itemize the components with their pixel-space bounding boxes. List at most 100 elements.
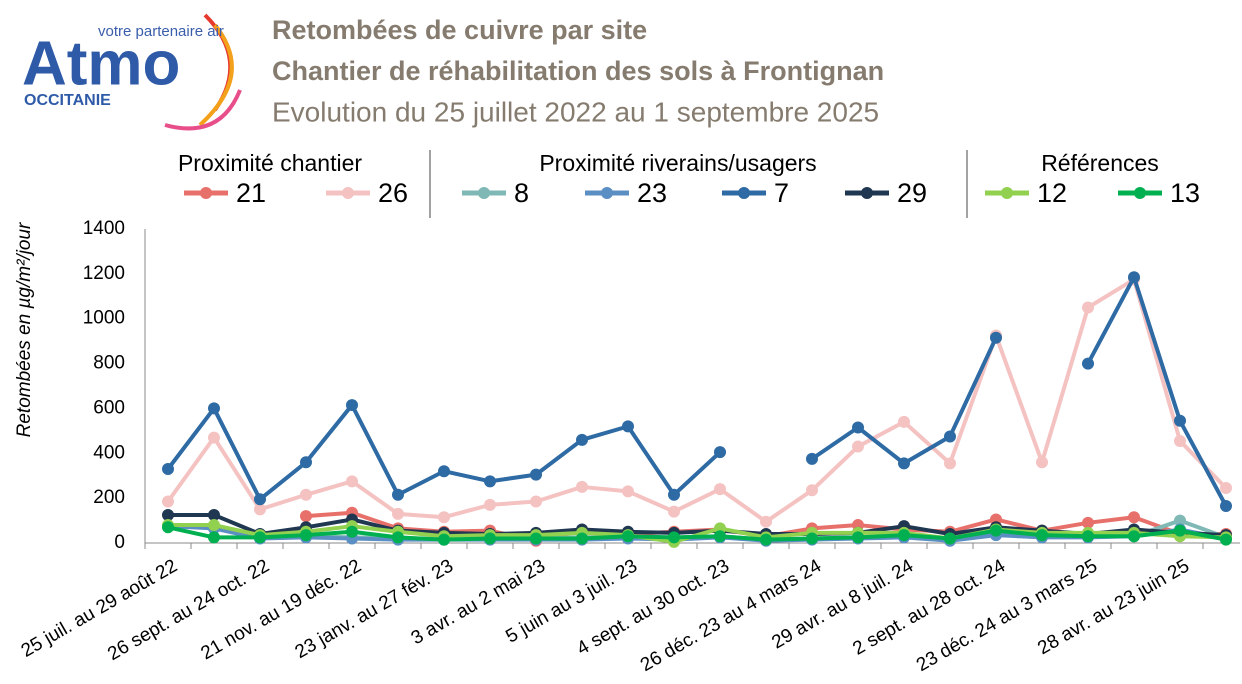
data-point: [208, 531, 220, 544]
x-tick-label: 26 sept. au 24 oct. 22: [104, 555, 273, 665]
chart-title: Retombées de cuivre par site: [272, 15, 647, 45]
data-point: [576, 480, 588, 493]
y-tick-label: 1000: [83, 308, 125, 329]
legend-marker: [601, 187, 613, 199]
data-point: [346, 475, 358, 488]
data-point: [990, 524, 1002, 537]
data-point: [438, 511, 450, 524]
data-point: [668, 531, 680, 544]
data-point: [852, 531, 864, 544]
logo: votre partenaire air Atmo OCCITANIE: [22, 13, 242, 131]
logo-arc: [164, 89, 242, 131]
legend-label: 7: [774, 178, 789, 208]
logo-name: Atmo: [22, 29, 180, 98]
legend-label: 8: [514, 178, 529, 208]
data-point: [622, 530, 634, 543]
data-point: [714, 483, 726, 496]
chart-subtitle: Chantier de réhabilitation des sols à Fr…: [272, 56, 884, 86]
data-point: [898, 457, 910, 470]
y-tick-label: 0: [114, 532, 125, 553]
data-point: [530, 495, 542, 508]
data-point: [990, 331, 1002, 344]
legend-label: 23: [637, 178, 667, 208]
data-point: [1220, 499, 1232, 512]
data-point: [484, 475, 496, 488]
legend-label: 21: [236, 178, 266, 208]
y-tick-label: 200: [93, 487, 125, 508]
series-line: [1086, 275, 1228, 507]
chart-subtitle: Evolution du 25 juillet 2022 au 1 septem…: [272, 96, 879, 127]
data-point: [668, 488, 680, 501]
legend-marker: [342, 187, 354, 199]
y-tick-label: 600: [93, 397, 125, 418]
data-point: [576, 532, 588, 545]
data-point: [1174, 524, 1186, 537]
x-tick-label: 28 avr. au 23 juin 25: [1034, 555, 1193, 659]
logo-tagline: votre partenaire air: [98, 23, 224, 40]
series-line: [167, 525, 1227, 542]
data-point: [622, 420, 634, 433]
data-point: [392, 507, 404, 520]
legend-label: 13: [1170, 178, 1200, 208]
data-point: [1082, 301, 1094, 314]
data-point: [622, 485, 634, 498]
legend-marker: [200, 187, 212, 199]
data-point: [852, 440, 864, 453]
data-point: [208, 431, 220, 444]
data-point: [714, 530, 726, 543]
data-point: [254, 493, 266, 506]
series-line: [166, 277, 1228, 524]
data-point: [760, 533, 772, 546]
data-point: [1128, 530, 1140, 543]
data-point: [392, 488, 404, 501]
logo-arc: [198, 23, 234, 127]
data-point: [162, 521, 174, 534]
legend-label: 26: [378, 178, 408, 208]
data-point: [484, 498, 496, 511]
data-point: [392, 531, 404, 544]
data-point: [1220, 482, 1232, 495]
x-tick-label: 21 nov. au 19 déc. 22: [197, 555, 365, 664]
data-point: [346, 525, 358, 538]
legend-group-title: Proximité chantier: [178, 150, 362, 176]
data-point: [484, 532, 496, 545]
logo-region: OCCITANIE: [24, 92, 111, 109]
data-point: [1174, 414, 1186, 427]
data-point: [1036, 529, 1048, 542]
data-point: [1174, 514, 1186, 527]
legend-group-title: Références: [1041, 150, 1159, 176]
data-point: [162, 508, 174, 521]
data-point: [576, 433, 588, 446]
data-point: [208, 519, 220, 532]
data-point: [300, 488, 312, 501]
data-point: [898, 529, 910, 542]
y-tick-label: 400: [93, 442, 125, 463]
data-point: [806, 484, 818, 497]
data-point: [852, 421, 864, 434]
y-tick-label: 1400: [83, 218, 125, 239]
data-point: [944, 532, 956, 545]
data-point: [1082, 357, 1094, 370]
x-tick-label: 23 janv. au 27 fév. 23: [292, 555, 457, 663]
data-point: [438, 533, 450, 546]
data-point: [438, 465, 450, 478]
x-tick-label: 25 juil. au 29 août 22: [18, 555, 181, 661]
data-point: [1036, 456, 1048, 469]
data-point: [898, 415, 910, 428]
data-point: [530, 532, 542, 545]
legend-marker: [738, 187, 750, 199]
data-point: [300, 456, 312, 469]
data-point: [668, 505, 680, 518]
data-point: [760, 515, 772, 528]
data-point: [714, 446, 726, 459]
data-point: [1174, 434, 1186, 447]
data-point: [1128, 511, 1140, 524]
y-axis-label: Retombées en µg/m²/jour: [14, 222, 35, 437]
data-point: [1082, 516, 1094, 529]
legend-marker: [1001, 187, 1013, 199]
legend-marker: [861, 187, 873, 199]
data-point: [254, 503, 266, 516]
data-point: [208, 402, 220, 415]
data-point: [806, 532, 818, 545]
